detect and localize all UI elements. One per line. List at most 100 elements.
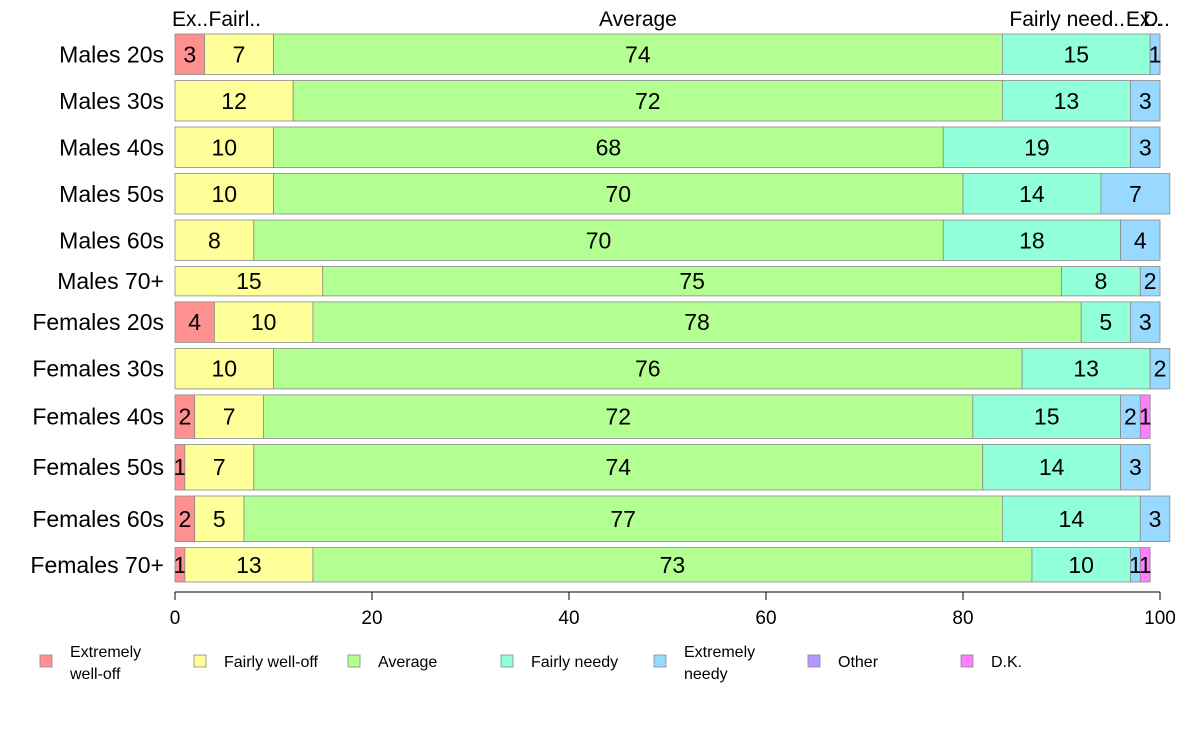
- data-label: 4: [1134, 227, 1147, 253]
- bar-segment-extremely-needy: [1130, 126, 1161, 168]
- bar-segment-fairly-needy: [1002, 80, 1131, 122]
- top-series-label: Fairl..: [209, 8, 261, 31]
- data-label: 3: [1139, 309, 1152, 335]
- bar-segment-fairly-well-off: [174, 347, 274, 390]
- bar-segment-extremely-needy: [1139, 495, 1171, 542]
- data-label: 68: [596, 134, 622, 160]
- data-label: 7: [213, 454, 226, 480]
- bar-segment-extremely-needy: [1100, 173, 1171, 215]
- data-label: 10: [1068, 552, 1094, 578]
- bar-segment-fairly-well-off: [174, 126, 274, 168]
- data-label: 1: [1129, 552, 1142, 578]
- data-label: 77: [610, 506, 636, 532]
- legend-swatch-extremely-needy: [653, 654, 667, 668]
- bar-segment-extremely-well-off: [174, 33, 205, 75]
- bar-segment-extremely-needy: [1130, 80, 1161, 122]
- data-label: 14: [1019, 181, 1045, 207]
- bar-segment-fairly-well-off: [184, 444, 255, 491]
- data-label: 14: [1059, 506, 1085, 532]
- bar-segment-fairly-needy: [942, 219, 1121, 261]
- category-label: Males 20s: [59, 41, 164, 67]
- legend-label: Extremely: [70, 644, 141, 661]
- legend-swatch-d-k: [960, 654, 974, 668]
- category-label: Males 30s: [59, 88, 164, 114]
- data-label: 3: [1149, 506, 1162, 532]
- bar-segment-fairly-needy: [982, 444, 1122, 491]
- category-label: Females 20s: [32, 309, 164, 335]
- top-series-label: Fairly need..: [1009, 8, 1125, 31]
- legend-label: Fairly needy: [531, 654, 618, 671]
- bar-segment-fairly-needy: [962, 173, 1102, 215]
- data-label: 15: [1063, 41, 1089, 67]
- data-label: 13: [1073, 356, 1099, 382]
- data-label: 10: [211, 181, 237, 207]
- top-series-label: Ex..: [1126, 8, 1162, 31]
- bar-segment-extremely-needy: [1130, 301, 1161, 343]
- data-label: 1: [174, 552, 187, 578]
- bar-segment-extremely-well-off: [174, 301, 215, 343]
- data-label: 14: [1039, 454, 1065, 480]
- data-label: 1: [1139, 404, 1152, 430]
- category-label: Males 40s: [59, 134, 164, 160]
- data-label: 2: [1124, 404, 1137, 430]
- bar-segment-fairly-well-off: [213, 301, 314, 343]
- data-label: 7: [233, 41, 246, 67]
- data-label: 15: [236, 268, 262, 294]
- bar-segment-extremely-needy: [1120, 444, 1151, 491]
- data-label: 1: [174, 454, 187, 480]
- bar-segment-average: [263, 394, 974, 439]
- data-label: 19: [1024, 134, 1050, 160]
- data-label: 70: [586, 227, 612, 253]
- data-label: 10: [251, 309, 277, 335]
- legend-swatch-extremely-well-off: [39, 654, 53, 668]
- bar-segment-extremely-needy: [1139, 266, 1161, 297]
- data-label: 73: [660, 552, 686, 578]
- category-label: Females 50s: [32, 454, 164, 480]
- data-label: 5: [213, 506, 226, 532]
- bar-segment-fairly-needy: [1080, 301, 1131, 343]
- category-label: Females 60s: [32, 506, 164, 532]
- legend-label: Extremely: [684, 644, 755, 661]
- data-label: 3: [183, 41, 196, 67]
- data-label: 3: [1129, 454, 1142, 480]
- legend-label: needy: [684, 666, 728, 683]
- bar-segment-d-k: [1139, 394, 1151, 439]
- top-series-label: Average: [599, 8, 677, 31]
- data-label: 2: [1154, 356, 1167, 382]
- data-label: 78: [684, 309, 710, 335]
- bar-segment-average: [322, 266, 1062, 297]
- x-tick-label: 100: [1144, 608, 1176, 629]
- data-label: 15: [1034, 404, 1060, 430]
- legend-label: Average: [378, 654, 437, 671]
- category-label: Females 40s: [32, 404, 164, 430]
- data-label: 2: [178, 506, 191, 532]
- bar-segment-average: [312, 301, 1082, 343]
- top-series-label: Ex..: [172, 8, 208, 31]
- x-tick-label: 80: [952, 608, 973, 629]
- data-label: 7: [223, 404, 236, 430]
- bar-segment-fairly-well-off: [194, 495, 245, 542]
- bar-segment-fairly-needy: [1031, 547, 1131, 583]
- x-tick-label: 20: [361, 608, 382, 629]
- data-label: 5: [1099, 309, 1112, 335]
- data-label: 1: [1149, 41, 1162, 67]
- x-tick-label: 0: [170, 608, 181, 629]
- data-label: 72: [605, 404, 631, 430]
- legend-swatch-fairly-well-off: [193, 654, 207, 668]
- data-label: 10: [211, 134, 237, 160]
- bar-segment-fairly-well-off: [174, 80, 294, 122]
- legend-label: well-off: [69, 666, 121, 683]
- data-label: 4: [188, 309, 201, 335]
- bar-segment-average: [292, 80, 1003, 122]
- x-tick-label: 40: [558, 608, 579, 629]
- bar-segment-fairly-needy: [1021, 347, 1151, 390]
- bar-segment-extremely-needy: [1120, 219, 1161, 261]
- bar-segment-fairly-needy: [942, 126, 1131, 168]
- data-label: 8: [208, 227, 221, 253]
- data-label: 70: [605, 181, 631, 207]
- data-label: 2: [1144, 268, 1157, 294]
- data-label: 2: [178, 404, 191, 430]
- bar-segment-average: [273, 126, 944, 168]
- legend-label: Fairly well-off: [224, 654, 319, 671]
